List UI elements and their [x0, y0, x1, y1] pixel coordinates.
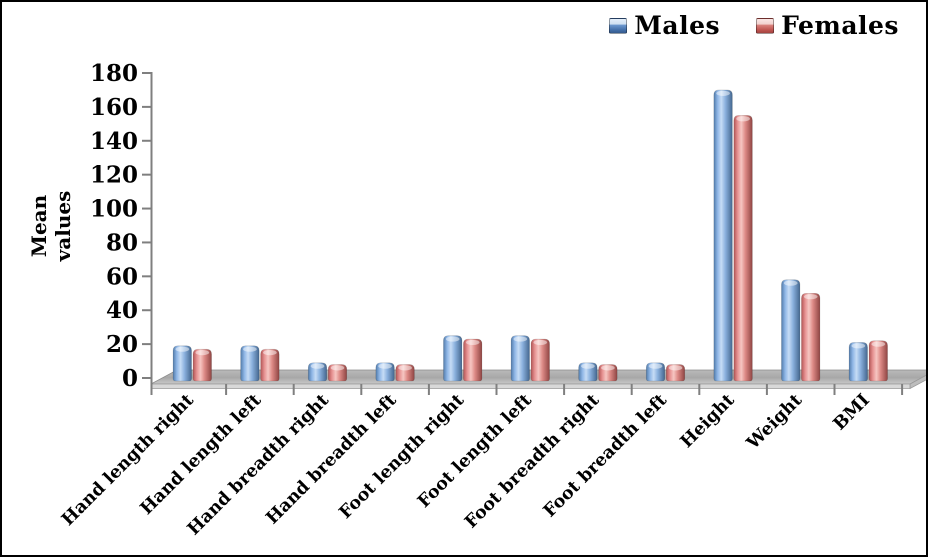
bar-top-highlight	[736, 116, 750, 122]
bar-top-highlight	[581, 363, 595, 369]
bar-females-8	[733, 115, 753, 382]
males-legend-marker-icon	[609, 17, 628, 34]
y-tick-label: 180	[90, 60, 138, 87]
bar-top-highlight	[195, 349, 210, 356]
x-category-label: Foot breadth left	[540, 390, 671, 521]
y-tick-label: 120	[90, 162, 138, 189]
bar-females-7	[665, 364, 686, 382]
legend-item-females: Females	[756, 11, 899, 40]
bar-top-highlight	[513, 336, 528, 342]
y-tick-label: 100	[90, 196, 138, 223]
chart-frame: 0 20 40 60 80 100 120 140 160 180 Hand length righ…	[3, 3, 926, 554]
bar-top-highlight	[716, 90, 730, 96]
y-tick-label: 140	[90, 128, 138, 155]
x-category-label: Height	[677, 390, 739, 452]
y-axis-title: Mean values	[27, 190, 75, 262]
y-tick-label: 160	[90, 94, 138, 121]
legend: Males Females	[609, 11, 899, 40]
bar-top-highlight	[243, 346, 257, 352]
chart-floor-front	[150, 383, 911, 389]
bar-top-highlight	[378, 363, 392, 369]
bar-top-highlight	[803, 294, 818, 300]
bar-top-highlight	[465, 339, 480, 346]
bar-top-highlight	[601, 365, 615, 371]
x-category-label: Hand breadth left	[262, 390, 400, 528]
bar-females-9	[801, 292, 821, 382]
y-tick-label: 0	[122, 365, 138, 392]
bar-top-highlight	[330, 365, 345, 371]
bar-females-3	[395, 364, 415, 382]
females-legend-label: Females	[781, 11, 899, 40]
x-category-label: BMI	[830, 390, 874, 434]
x-category-label: Hand length left	[137, 390, 266, 519]
bar-males-0	[172, 345, 192, 382]
bar-top-highlight	[783, 280, 798, 286]
y-tick-label: 60	[106, 263, 138, 290]
y-tick-label: 40	[106, 297, 138, 324]
y-tick-label: 20	[106, 331, 138, 358]
bar-top-highlight	[533, 339, 548, 346]
x-category-label: Foot length right	[336, 390, 469, 523]
y-tick-label: 80	[106, 229, 138, 256]
x-category-label: Hand length right	[58, 390, 198, 530]
bar-males-5	[510, 335, 530, 382]
bar-females-2	[327, 364, 348, 382]
bar-males-7	[645, 362, 666, 382]
bar-top-highlight	[851, 343, 866, 349]
bar-top-highlight	[648, 363, 663, 369]
bar-top-highlight	[668, 365, 683, 371]
bar-top-highlight	[175, 346, 190, 352]
males-legend-label: Males	[634, 11, 721, 40]
bar-top-highlight	[871, 341, 886, 347]
bar-females-5	[530, 338, 550, 382]
bar-chart: 0 20 40 60 80 100 120 140 160 180 Hand length righ…	[58, 60, 926, 540]
bar-males-9	[781, 279, 801, 382]
bar-females-1	[260, 348, 280, 382]
bar-males-6	[578, 362, 598, 382]
bar-top-highlight	[310, 363, 325, 369]
bar-females-4	[463, 338, 483, 382]
bar-top-highlight	[398, 365, 412, 371]
bar-males-1	[240, 345, 260, 382]
bar-females-0	[192, 348, 212, 382]
bar-females-6	[598, 364, 618, 382]
legend-item-males: Males	[609, 11, 720, 40]
bar-males-10	[848, 342, 868, 382]
chart-floor-side	[909, 374, 926, 390]
bar-males-2	[307, 362, 328, 382]
bar-males-8	[713, 89, 733, 382]
bar-males-4	[443, 335, 463, 382]
bar-top-highlight	[263, 349, 277, 356]
females-legend-marker-icon	[756, 17, 775, 34]
x-category-label: Foot length left	[414, 390, 536, 512]
x-category-label: Foot breadth right	[461, 390, 603, 532]
bar-males-3	[375, 362, 395, 382]
bar-top-highlight	[445, 336, 460, 342]
bar-females-10	[868, 340, 888, 382]
x-category-label: Weight	[743, 390, 807, 454]
